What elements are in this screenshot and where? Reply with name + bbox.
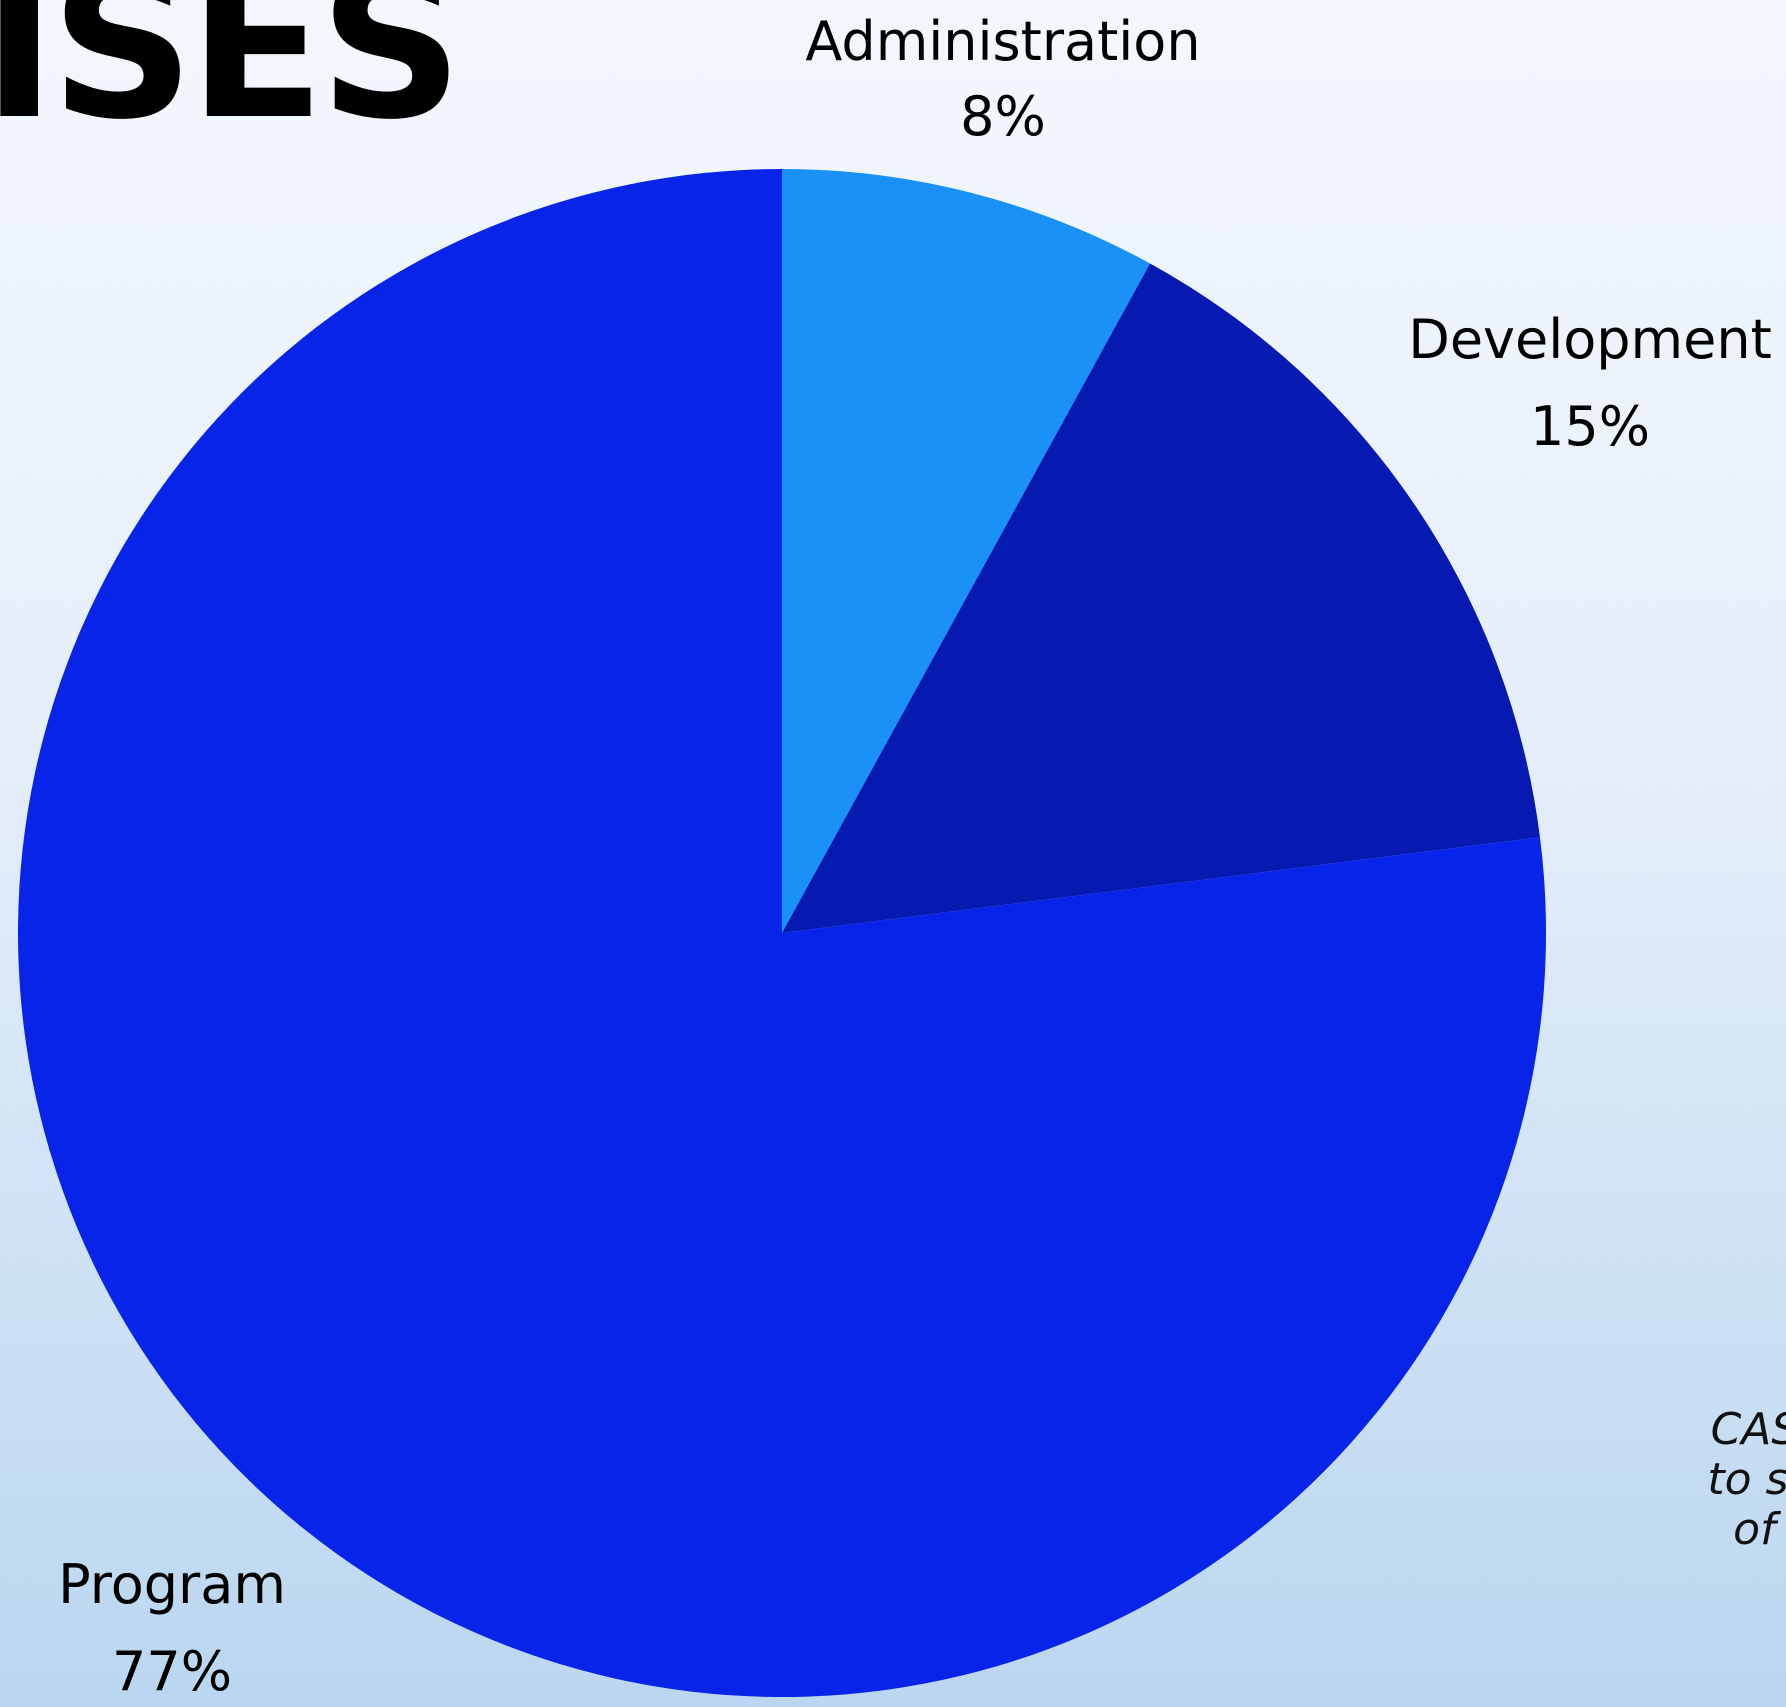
pie-slices (17, 169, 1546, 1697)
pie-slice-program (17, 169, 1546, 1697)
pie-slice-development (782, 263, 1540, 933)
footnote: CASA to sta of t (1620, 1405, 1786, 1555)
slice-value-administration: 8% (960, 85, 1046, 148)
footnote-line: to sta (1707, 1454, 1786, 1505)
slice-label-program: Program (58, 1553, 286, 1616)
slice-label-administration: Administration (805, 10, 1200, 73)
footnote-line: of t (1733, 1504, 1786, 1555)
pie-labels: Administration 8% Development 15% Progra… (58, 10, 1772, 1703)
slice-value-development: 15% (1530, 395, 1650, 458)
slice-value-program: 77% (112, 1640, 232, 1703)
slice-label-development: Development (1408, 308, 1772, 371)
pie-slice-administration (782, 169, 1151, 933)
page-title: ISES (0, 0, 463, 164)
footnote-line: CASA (1710, 1404, 1786, 1455)
